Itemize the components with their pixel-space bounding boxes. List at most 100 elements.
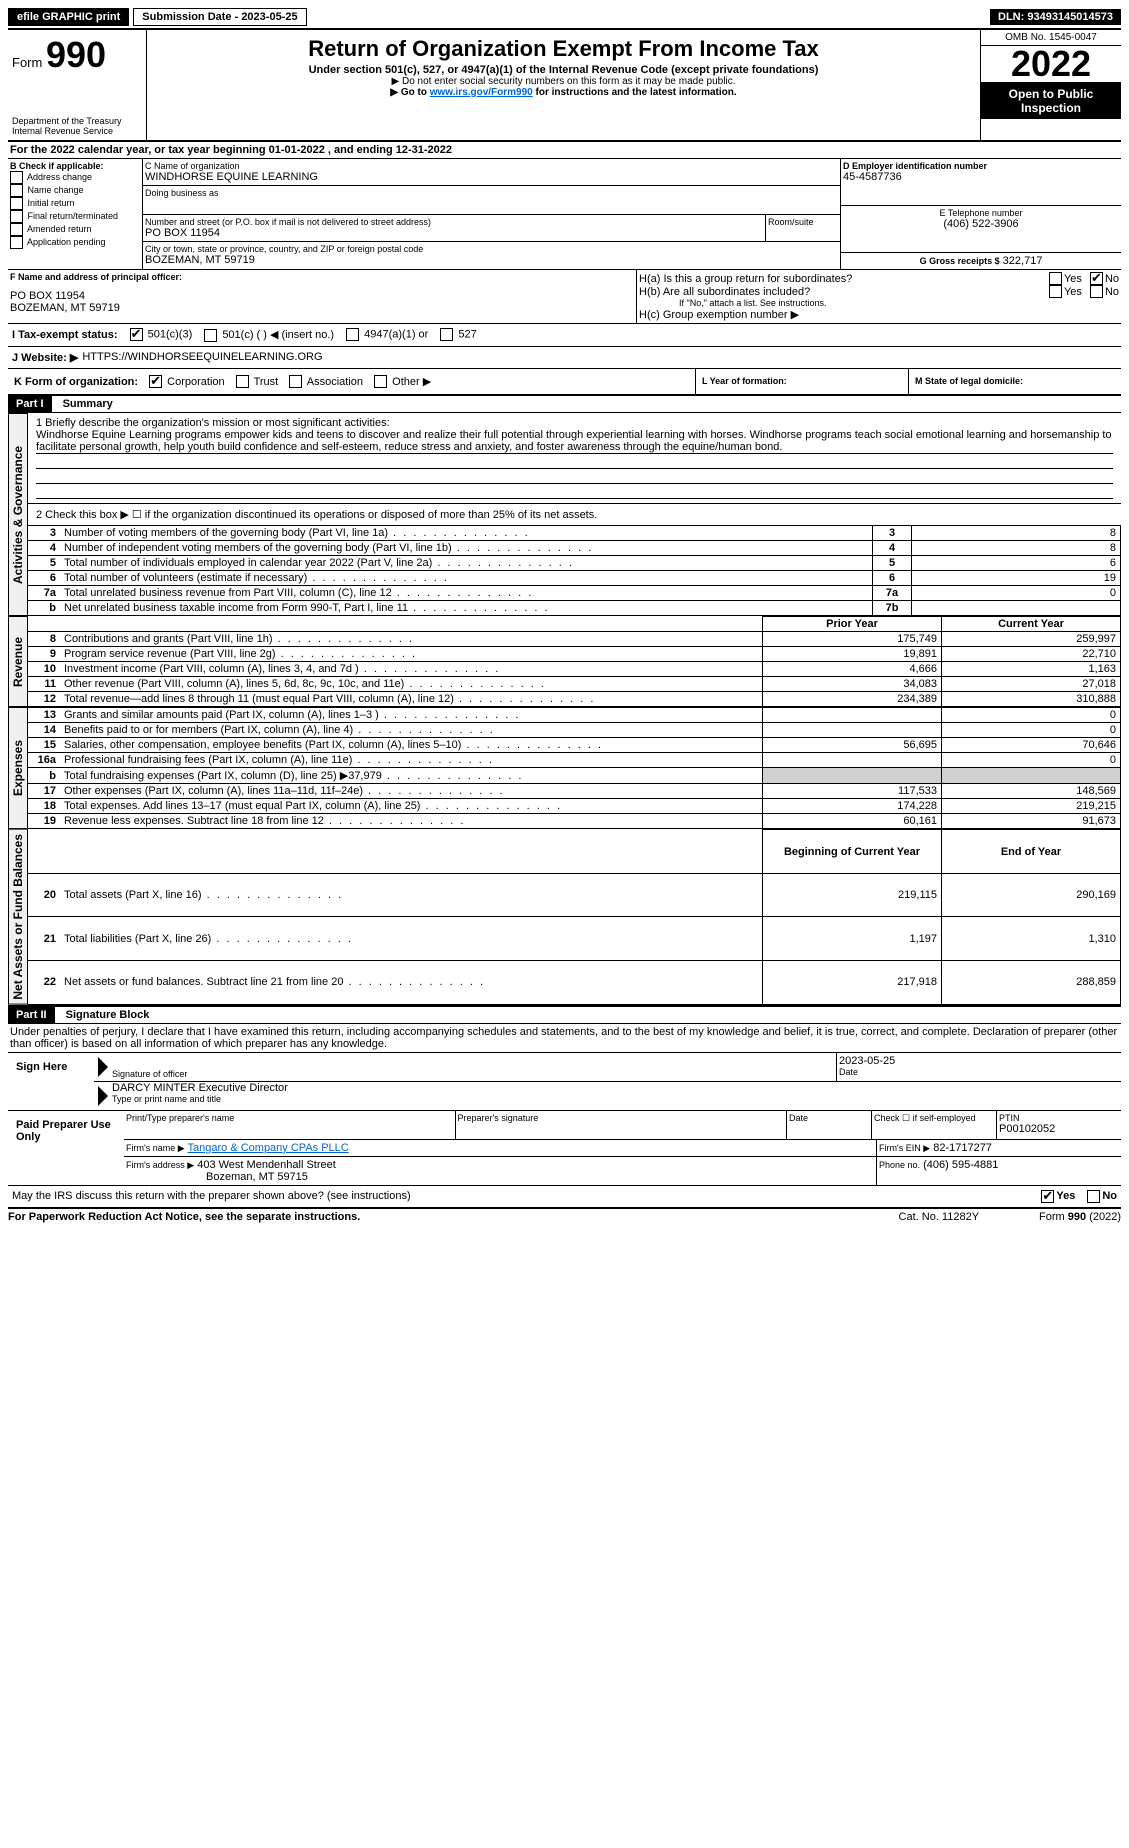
ptin: P00102052 bbox=[999, 1123, 1119, 1135]
prep-date-label: Date bbox=[787, 1111, 872, 1139]
h-note: If "No," attach a list. See instructions… bbox=[639, 298, 1119, 308]
k-other[interactable] bbox=[374, 375, 387, 388]
mission-text: Windhorse Equine Learning programs empow… bbox=[36, 429, 1113, 454]
part1-title: Summary bbox=[55, 396, 121, 412]
firm-addr-label: Firm's address ▶ bbox=[126, 1160, 194, 1170]
firm-name-label: Firm's name ▶ bbox=[126, 1143, 185, 1153]
ha-yes[interactable] bbox=[1049, 272, 1062, 285]
sig-date: 2023-05-25 bbox=[839, 1055, 1119, 1067]
part2-header: Part II bbox=[8, 1007, 55, 1023]
k-corp[interactable] bbox=[149, 375, 162, 388]
paid-preparer: Paid Preparer Use Only bbox=[8, 1111, 124, 1185]
sign-here: Sign Here bbox=[8, 1053, 94, 1110]
prep-name-label: Print/Type preparer's name bbox=[126, 1113, 453, 1123]
top-bar: efile GRAPHIC print Submission Date - 20… bbox=[8, 8, 1121, 26]
phone: (406) 522-3906 bbox=[843, 218, 1119, 230]
firm-addr2: Bozeman, MT 59715 bbox=[126, 1171, 874, 1183]
side-expenses: Expenses bbox=[8, 707, 28, 829]
submission-date[interactable]: Submission Date - 2023-05-25 bbox=[133, 8, 306, 26]
discuss-yes[interactable] bbox=[1041, 1190, 1054, 1203]
firm-name[interactable]: Tangaro & Company CPAs PLLC bbox=[188, 1142, 349, 1154]
line-a: For the 2022 calendar year, or tax year … bbox=[8, 142, 1121, 159]
k-assoc[interactable] bbox=[289, 375, 302, 388]
governance-table: 3 Number of voting members of the govern… bbox=[28, 525, 1121, 616]
dept-treasury: Department of the Treasury bbox=[12, 116, 142, 126]
i-527[interactable] bbox=[440, 328, 453, 341]
hb-no[interactable] bbox=[1090, 285, 1103, 298]
date-label: Date bbox=[839, 1067, 1119, 1077]
firm-ein: 82-1717277 bbox=[933, 1142, 992, 1154]
ptin-label: PTIN bbox=[999, 1113, 1119, 1123]
side-revenue: Revenue bbox=[8, 616, 28, 707]
part1-header: Part I bbox=[8, 396, 52, 412]
form-label: Form bbox=[12, 55, 42, 70]
box-b-option: Final return/terminated bbox=[10, 210, 140, 223]
box-b-option: Name change bbox=[10, 184, 140, 197]
officer-line1: PO BOX 11954 bbox=[10, 290, 634, 302]
form-header: Form 990 Department of the Treasury Inte… bbox=[8, 28, 1121, 142]
i-501c[interactable] bbox=[204, 329, 217, 342]
org-name: WINDHORSE EQUINE LEARNING bbox=[145, 171, 838, 183]
discuss-question: May the IRS discuss this return with the… bbox=[12, 1190, 1041, 1202]
city: BOZEMAN, MT 59719 bbox=[145, 254, 838, 266]
box-b-option: Amended return bbox=[10, 223, 140, 236]
tax-year: 2022 bbox=[981, 46, 1121, 83]
box-k-label: K Form of organization: bbox=[14, 376, 138, 388]
prep-phone-label: Phone no. bbox=[879, 1160, 920, 1170]
side-net: Net Assets or Fund Balances bbox=[8, 829, 28, 1005]
ha-no[interactable] bbox=[1090, 272, 1103, 285]
h-c: H(c) Group exemption number ▶ bbox=[639, 308, 1119, 321]
prep-phone: (406) 595-4881 bbox=[923, 1159, 998, 1171]
sig-arrow-icon bbox=[98, 1086, 108, 1106]
footer-cat: Cat. No. 11282Y bbox=[899, 1211, 980, 1223]
discuss-no[interactable] bbox=[1087, 1190, 1100, 1203]
h-a: H(a) Is this a group return for subordin… bbox=[639, 273, 1049, 285]
side-activities: Activities & Governance bbox=[8, 413, 28, 616]
box-l: L Year of formation: bbox=[702, 376, 787, 386]
open-to-public: Open to Public Inspection bbox=[981, 83, 1121, 119]
footer-left: For Paperwork Reduction Act Notice, see … bbox=[8, 1211, 899, 1223]
expenses-table: 13 Grants and similar amounts paid (Part… bbox=[28, 707, 1121, 829]
box-f-label: F Name and address of principal officer: bbox=[10, 272, 634, 282]
ein: 45-4587736 bbox=[843, 171, 1119, 183]
officer-name: DARCY MINTER Executive Director bbox=[112, 1082, 1121, 1094]
sig-officer-label: Signature of officer bbox=[112, 1069, 836, 1079]
name-title-label: Type or print name and title bbox=[112, 1094, 1121, 1104]
k-trust[interactable] bbox=[236, 375, 249, 388]
box-c-label: C Name of organization bbox=[145, 161, 838, 171]
website: HTTPS://WINDHORSEEQUINELEARNING.ORG bbox=[82, 351, 322, 364]
firm-ein-label: Firm's EIN ▶ bbox=[879, 1143, 930, 1153]
room-suite: Room/suite bbox=[766, 215, 840, 241]
i-501c3[interactable] bbox=[130, 328, 143, 341]
box-i-label: I Tax-exempt status: bbox=[12, 329, 118, 341]
note-goto-pre: ▶ Go to bbox=[390, 87, 429, 98]
revenue-table: Prior Year Current Year8 Contributions a… bbox=[28, 616, 1121, 707]
note-goto-post: for instructions and the latest informat… bbox=[536, 87, 737, 98]
box-m: M State of legal domicile: bbox=[915, 376, 1023, 386]
box-d-label: D Employer identification number bbox=[843, 161, 1119, 171]
street-label: Number and street (or P.O. box if mail i… bbox=[145, 217, 763, 227]
penalties-text: Under penalties of perjury, I declare th… bbox=[8, 1024, 1121, 1053]
note-ssn: ▶ Do not enter social security numbers o… bbox=[151, 76, 976, 87]
officer-line2: BOZEMAN, MT 59719 bbox=[10, 302, 634, 314]
dba-label: Doing business as bbox=[145, 188, 838, 198]
form-number: 990 bbox=[46, 34, 106, 75]
firm-addr1: 403 West Mendenhall Street bbox=[197, 1159, 336, 1171]
form-title: Return of Organization Exempt From Incom… bbox=[151, 36, 976, 62]
efile-badge: efile GRAPHIC print bbox=[8, 8, 129, 26]
street: PO BOX 11954 bbox=[145, 227, 763, 239]
city-label: City or town, state or province, country… bbox=[145, 244, 838, 254]
box-b-option: Application pending bbox=[10, 236, 140, 249]
form-subtitle: Under section 501(c), 527, or 4947(a)(1)… bbox=[151, 64, 976, 76]
line2: 2 Check this box ▶ ☐ if the organization… bbox=[28, 504, 1121, 525]
irs-link[interactable]: www.irs.gov/Form990 bbox=[430, 87, 533, 98]
box-e-label: E Telephone number bbox=[843, 208, 1119, 218]
box-b-option: Initial return bbox=[10, 197, 140, 210]
box-j-label: J Website: ▶ bbox=[12, 351, 78, 364]
box-g-label: G Gross receipts $ bbox=[920, 256, 1000, 266]
i-4947[interactable] bbox=[346, 328, 359, 341]
prep-sig-label: Preparer's signature bbox=[458, 1113, 785, 1123]
line1-label: 1 Briefly describe the organization's mi… bbox=[36, 417, 1113, 429]
self-employed: Check ☐ if self-employed bbox=[872, 1111, 997, 1139]
hb-yes[interactable] bbox=[1049, 285, 1062, 298]
